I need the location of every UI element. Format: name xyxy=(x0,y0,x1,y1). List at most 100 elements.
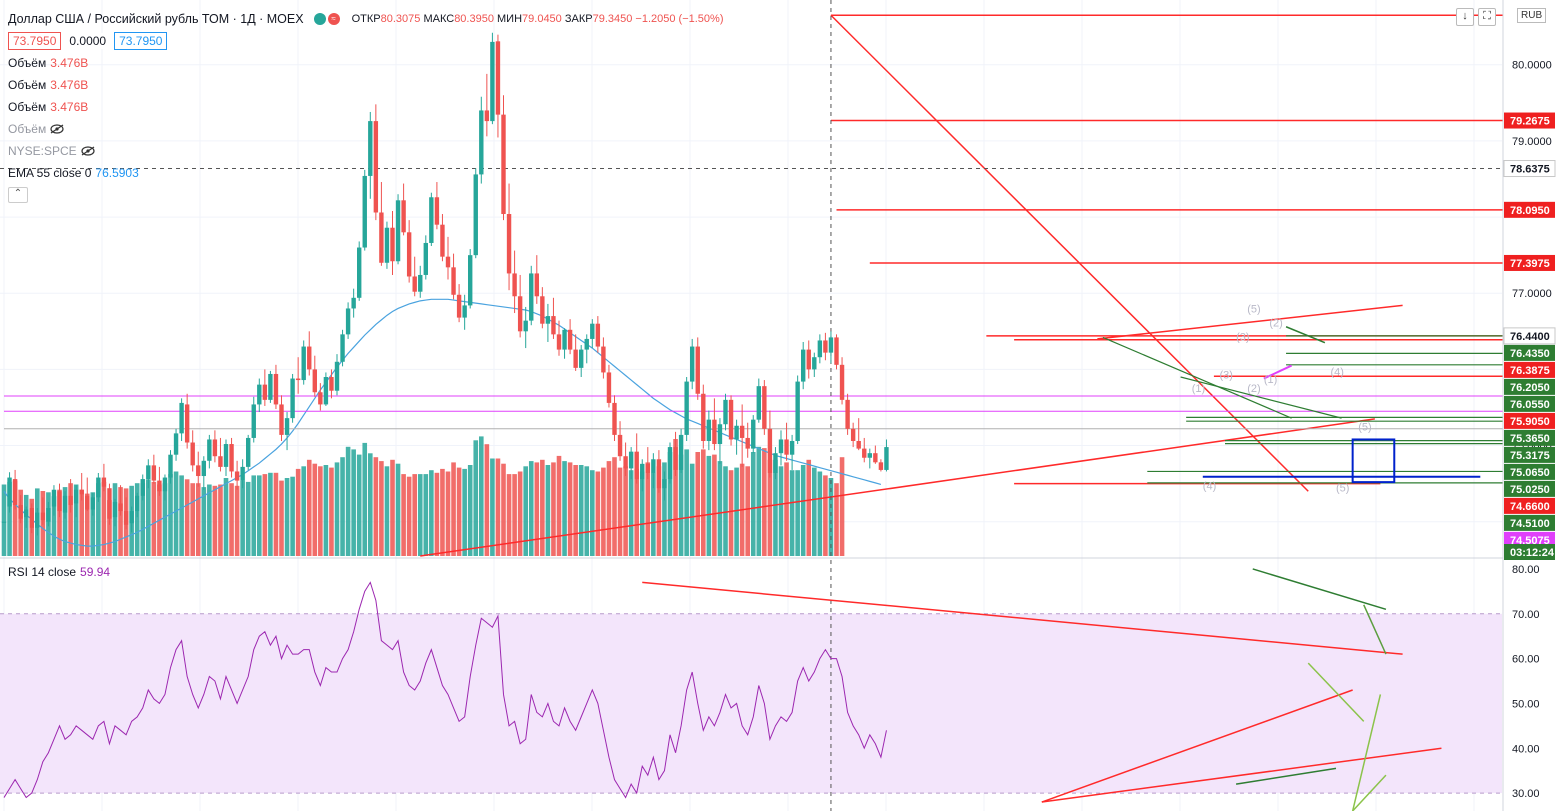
maximize-button[interactable]: ⛶ xyxy=(1478,8,1496,26)
volume-bar xyxy=(673,439,678,556)
candle-body xyxy=(390,227,395,262)
low-label: МИН xyxy=(497,13,523,25)
symbol-title[interactable]: Доллар США / Российский рубль ТОМ · 1Д ·… xyxy=(8,12,304,26)
scroll-down-button[interactable]: ↓ xyxy=(1456,8,1474,26)
candle-body xyxy=(667,447,673,480)
volume-bar xyxy=(795,470,800,556)
candle-body xyxy=(212,439,218,457)
price-tick-label: 79.0000 xyxy=(1512,136,1552,148)
volume-bar xyxy=(545,465,551,556)
candle-body xyxy=(595,323,601,347)
rsi-tick-label: 70.00 xyxy=(1512,609,1540,621)
price-tag-label: 74.6600 xyxy=(1510,501,1550,513)
volume-bar xyxy=(345,446,351,556)
candle-body xyxy=(617,434,623,457)
indicator-spce-hidden[interactable]: NYSE:SPCE xyxy=(8,140,724,162)
rsi-tick-label: 30.00 xyxy=(1512,788,1540,800)
indicator-volume-3[interactable]: Объём 3.476B xyxy=(8,96,724,118)
volume-bar xyxy=(645,462,651,556)
indicator-label: Объём xyxy=(8,78,47,92)
candle-body xyxy=(18,504,23,519)
candle-body xyxy=(584,338,589,350)
candle-body xyxy=(545,316,551,324)
rsi-legend[interactable]: RSI 14 close 59.94 xyxy=(8,565,110,579)
candle-body xyxy=(118,503,123,512)
candle-body xyxy=(384,227,390,263)
candle-body xyxy=(229,444,234,472)
indicator-volume-hidden[interactable]: Объём xyxy=(8,118,724,140)
logo-wave-icon: ≈ xyxy=(327,13,340,25)
currency-badge[interactable]: RUB xyxy=(1517,8,1547,23)
indicator-volume-1[interactable]: Объём 3.476B xyxy=(8,52,724,74)
indicator-value: 3.476B xyxy=(50,78,89,92)
price-axis[interactable]: 80.000079.000077.000075.000074.000080.00… xyxy=(1503,60,1556,800)
volume-bar xyxy=(368,453,373,556)
candle-body xyxy=(29,508,34,528)
volume-bar xyxy=(173,471,179,556)
candle-body xyxy=(473,174,478,256)
volume-bar xyxy=(334,462,340,556)
volume-bar xyxy=(512,474,517,556)
rsi-tick-label: 60.00 xyxy=(1512,654,1540,666)
eye-crossed-icon[interactable] xyxy=(50,124,64,134)
candle-body xyxy=(612,402,617,435)
candle-body xyxy=(357,247,362,298)
volume-bar xyxy=(290,476,295,556)
volume-bar xyxy=(362,442,368,556)
rsi-trend-drawings[interactable] xyxy=(642,568,1442,811)
buy-price-button[interactable]: 73.7950 xyxy=(114,32,168,50)
volume-bar xyxy=(356,454,362,556)
volume-bar xyxy=(800,465,806,556)
price-tag xyxy=(1504,480,1555,497)
volume-bar xyxy=(401,474,406,556)
candle-body xyxy=(773,453,778,473)
candle-body xyxy=(40,512,46,521)
price-tag-label: 74.5100 xyxy=(1510,518,1550,530)
volume-bar xyxy=(828,478,834,556)
volume-bar xyxy=(218,484,223,556)
volume-bar xyxy=(684,449,689,556)
candle-body xyxy=(884,447,889,470)
indicator-ema[interactable]: EMA 55 close 0 76.5903 xyxy=(8,162,724,184)
volume-bar xyxy=(445,471,451,556)
volume-bar xyxy=(184,479,190,556)
volume-bar xyxy=(689,463,695,556)
wave-label: (5) xyxy=(1336,482,1349,494)
green-trend xyxy=(1285,326,1326,344)
candle-body xyxy=(290,378,295,419)
price-tag xyxy=(1504,344,1555,361)
volume-bar xyxy=(745,466,750,556)
volume-bar xyxy=(73,484,79,556)
volume-bar xyxy=(1,484,7,556)
rsi-trend-line xyxy=(1041,689,1353,803)
volume-bar xyxy=(373,457,379,556)
volume-bar xyxy=(612,457,617,556)
volume-bar xyxy=(434,472,440,556)
candle-body xyxy=(845,399,850,429)
volume-bar xyxy=(562,461,567,556)
candle-body xyxy=(284,418,290,435)
rsi-green-line xyxy=(1352,774,1387,811)
eye-crossed-icon[interactable] xyxy=(81,146,95,156)
trend-drawings[interactable]: (5) (2) (3) (1) (4) (5) (1) (2) (3) (4) (5) xyxy=(0,0,1503,811)
candle-body xyxy=(590,323,595,339)
sell-price-button[interactable]: 73.7950 xyxy=(8,32,62,50)
candle-body xyxy=(379,212,384,263)
volume-bar xyxy=(151,481,157,556)
indicator-volume-2[interactable]: Объём 3.476B xyxy=(8,74,724,96)
indicator-label: NYSE:SPCE xyxy=(8,144,77,158)
collapse-legend-button[interactable]: ⌃ xyxy=(8,187,28,203)
price-tag xyxy=(1504,531,1555,548)
candle-body xyxy=(562,329,567,350)
rsi-label: RSI 14 close xyxy=(8,565,77,579)
volume-bar xyxy=(656,466,662,556)
candle-body xyxy=(107,488,112,519)
volume-bar xyxy=(823,475,828,556)
volume-bar xyxy=(207,484,212,556)
volume-bar xyxy=(195,483,201,556)
price-tag xyxy=(1504,429,1555,446)
candle-body xyxy=(640,463,645,480)
volume-bar xyxy=(479,436,484,556)
candle-body xyxy=(806,349,811,370)
